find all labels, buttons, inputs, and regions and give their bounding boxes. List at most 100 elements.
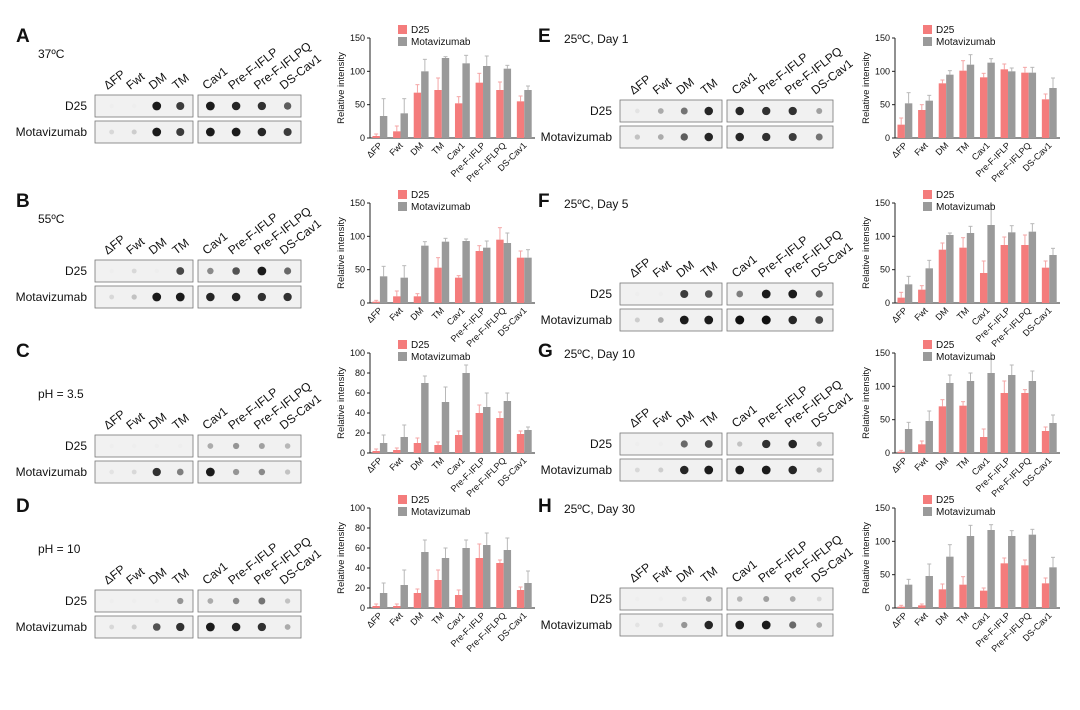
- blot-dot-d25-b-1: [131, 268, 137, 274]
- legend-swatch-mota-b: [398, 202, 407, 211]
- bar-mota-a-4: [462, 63, 470, 139]
- blot-dot-d25-b-3: [176, 267, 185, 275]
- blot-header-c-3: TM: [169, 411, 191, 433]
- blot-dot-d25-e-3: [704, 106, 714, 116]
- bar-d25-b-1: [393, 296, 401, 303]
- bar-mota-g-7: [1049, 423, 1057, 453]
- bar-d25-d-5: [475, 558, 484, 608]
- bar-mota-g-3: [966, 381, 975, 453]
- y-tick-label-g-150: 150: [875, 348, 890, 358]
- x-tick-label-h-3: TM: [955, 610, 971, 626]
- blot-dot-mota-a-6: [257, 127, 267, 137]
- x-tick-label-c-3: TM: [430, 455, 446, 471]
- bar-mota-b-2: [421, 245, 429, 303]
- blot-dot-d25-e-4: [735, 106, 744, 116]
- blot-dot-d25-b-0: [109, 268, 114, 274]
- x-tick-label-b-1: Fwt: [388, 305, 406, 323]
- bar-mota-d-1: [400, 585, 408, 608]
- x-tick-label-c-0: ΔFP: [365, 455, 384, 474]
- y-tick-label-e-0: 0: [885, 133, 890, 143]
- blot-header-h-3: TM: [698, 564, 720, 586]
- blot-dot-d25-e-2: [680, 107, 688, 115]
- x-tick-label-d-2: DM: [408, 610, 425, 627]
- blot-header-b-1: Fwt: [123, 234, 147, 257]
- legend-label-d25-c: D25: [411, 340, 430, 351]
- y-axis-label-a: Relative intensity: [336, 52, 347, 124]
- bar-d25-g-2: [938, 406, 947, 453]
- y-axis-label-b: Relative intensity: [336, 217, 347, 289]
- blot-row-label-d25-b: D25: [65, 264, 87, 278]
- blot-dot-mota-d-1: [131, 624, 137, 630]
- bar-d25-b-5: [475, 251, 484, 303]
- bar-mota-d-3: [441, 558, 450, 608]
- blot-row-label-d25-c: D25: [65, 439, 87, 453]
- blot-dot-d25-f-3: [704, 290, 713, 298]
- blot-membrane-right-mota-e: [726, 125, 834, 149]
- bar-mota-b-4: [462, 241, 470, 303]
- bar-mota-a-3: [441, 58, 450, 138]
- blot-membrane-left-mota-h: [619, 613, 723, 637]
- y-tick-label-g-100: 100: [875, 381, 890, 391]
- y-tick-label-c-0: 0: [360, 448, 365, 458]
- blot-dot-mota-h-1: [658, 622, 664, 628]
- bar-d25-f-3: [959, 247, 967, 303]
- legend-swatch-mota-f: [923, 202, 932, 211]
- blot-dot-mota-f-3: [704, 315, 714, 325]
- blot-dot-mota-c-6: [258, 468, 266, 476]
- blot-dot-d25-a-7: [283, 102, 292, 110]
- bar-d25-d-3: [434, 580, 442, 608]
- blot-membrane-left-mota-f: [619, 308, 723, 332]
- legend-swatch-mota-c: [398, 352, 407, 361]
- blot-dot-mota-d-3: [176, 622, 185, 632]
- blot-dot-mota-f-6: [788, 315, 797, 325]
- blot-dot-d25-a-6: [257, 101, 267, 111]
- blot-dot-mota-g-6: [788, 465, 797, 475]
- blot-dot-d25-a-0: [109, 103, 114, 109]
- blot-membrane-right-mota-g: [726, 458, 834, 482]
- blot-membrane-left-mota-b: [94, 285, 194, 309]
- blot-dot-mota-d-4: [205, 622, 215, 632]
- blot-header-d-1: Fwt: [123, 564, 147, 587]
- blot-header-g-1: Fwt: [650, 407, 674, 430]
- x-tick-label-e-3: TM: [955, 140, 971, 156]
- legend-swatch-d25-f: [923, 190, 932, 199]
- bar-d25-d-2: [413, 593, 422, 608]
- bar-d25-f-7: [1041, 267, 1050, 303]
- blot-dot-d25-b-7: [284, 267, 292, 275]
- blot-row-label-mota-c: Motavizumab: [16, 465, 88, 479]
- bar-d25-g-7: [1041, 431, 1050, 453]
- legend-label-mota-e: Motavizumab: [936, 37, 996, 48]
- blot-header-b-3: TM: [169, 236, 191, 258]
- bar-d25-e-7: [1041, 99, 1050, 138]
- y-tick-label-d-100: 100: [350, 503, 365, 513]
- legend-label-mota-c: Motavizumab: [411, 352, 471, 363]
- blot-dot-d25-c-3: [178, 443, 183, 449]
- bar-mota-b-7: [524, 257, 532, 303]
- blot-dot-mota-a-7: [283, 127, 292, 137]
- blot-dot-mota-g-3: [704, 465, 714, 475]
- bar-d25-a-5: [475, 82, 484, 138]
- blot-membrane-left-d25-h: [619, 587, 723, 611]
- blot-dot-mota-b-2: [152, 292, 162, 302]
- blot-dot-d25-b-6: [257, 266, 267, 276]
- x-tick-label-e-2: DM: [933, 140, 950, 157]
- bar-d25-h-4: [979, 590, 988, 608]
- blot-dot-d25-d-4: [207, 598, 214, 604]
- blot-dot-mota-d-0: [109, 624, 115, 630]
- blot-row-label-mota-h: Motavizumab: [541, 618, 613, 632]
- blot-dot-d25-d-1: [132, 598, 137, 604]
- blot-dot-d25-g-6: [788, 439, 797, 449]
- blot-dot-mota-e-3: [704, 132, 714, 142]
- x-tick-label-a-0: ΔFP: [365, 140, 384, 159]
- blot-row-label-mota-b: Motavizumab: [16, 290, 88, 304]
- bar-d25-a-1: [393, 131, 401, 138]
- panel-letter-f: F: [538, 191, 550, 212]
- blot-membrane-right-mota-h: [726, 613, 834, 637]
- y-tick-label-b-50: 50: [355, 265, 365, 275]
- blot-membrane-right-mota-b: [197, 285, 302, 309]
- blot-dot-mota-f-5: [761, 315, 771, 325]
- x-tick-label-d-0: ΔFP: [365, 610, 384, 629]
- blot-header-d-0: ΔFP: [101, 562, 128, 587]
- y-tick-label-a-50: 50: [355, 100, 365, 110]
- bar-mota-f-7: [1049, 255, 1057, 303]
